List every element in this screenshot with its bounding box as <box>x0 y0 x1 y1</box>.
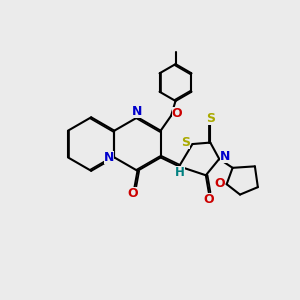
Text: N: N <box>132 106 143 118</box>
Text: O: O <box>128 187 138 200</box>
Text: N: N <box>104 151 114 164</box>
Text: O: O <box>214 177 224 190</box>
Text: O: O <box>203 193 214 206</box>
Text: H: H <box>175 167 184 179</box>
Text: S: S <box>182 136 190 149</box>
Text: N: N <box>220 150 230 163</box>
Text: S: S <box>206 112 215 125</box>
Text: O: O <box>172 107 182 120</box>
